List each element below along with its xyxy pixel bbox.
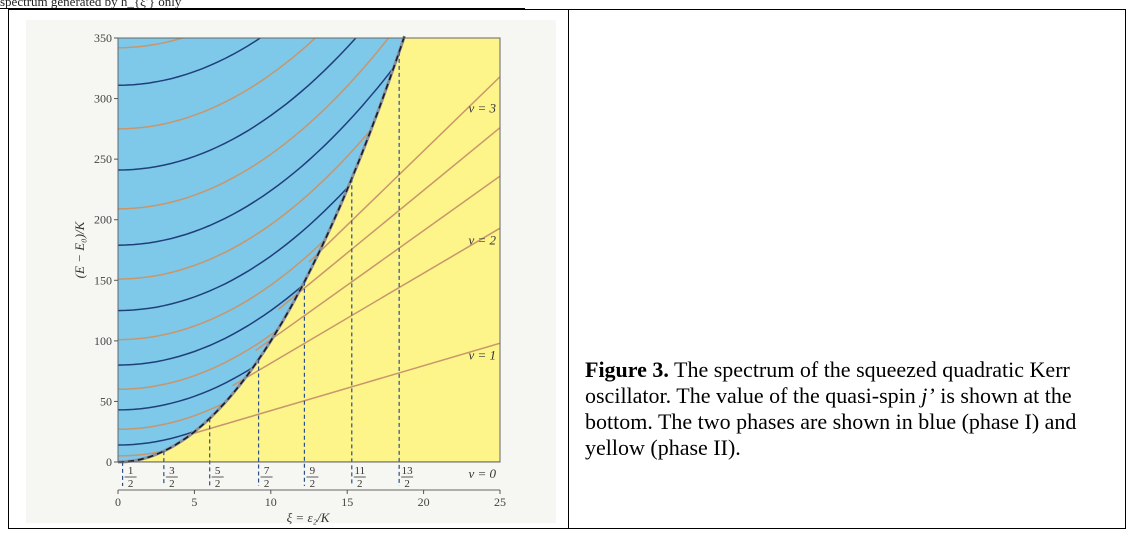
y-tick-label: 0: [106, 455, 112, 469]
caption-text-end: is shown at the bottom. The two phases a…: [585, 383, 1077, 460]
quasi-spin-denominator: 2: [310, 478, 316, 490]
header-rule: [0, 8, 525, 9]
x-tick-label: 5: [191, 495, 197, 509]
caption-label: Figure 3.: [585, 357, 669, 382]
y-tick-label: 250: [94, 152, 112, 166]
phase-I-level-line: [118, 36, 405, 171]
x-tick-label: 20: [418, 495, 430, 509]
phase-II-levels: [118, 76, 500, 462]
x-tick-label: 15: [341, 495, 353, 509]
caption-text-start: The spectrum of the squeezed quadratic K…: [585, 357, 1070, 408]
x-axis-label: ξ = ε₂/K: [287, 510, 331, 525]
figure-table: [8, 9, 1126, 529]
y-tick-label: 150: [94, 273, 112, 287]
phase-II-level-line: [186, 342, 500, 437]
y-tick-label: 50: [100, 394, 112, 408]
v-level-label: v = 2: [468, 232, 496, 247]
quasi-spin-denominator: 2: [215, 478, 221, 490]
quasi-spin-numerator: 1: [128, 465, 134, 477]
figure-caption: Figure 3. The spectrum of the squeezed q…: [585, 357, 1117, 461]
phase-I-level-line: [118, 81, 405, 280]
table-divider: [568, 9, 569, 529]
v-level-label: v = 0: [468, 466, 496, 481]
quasi-spin-numerator: 11: [354, 465, 365, 477]
header-cut-text: spectrum generated by h_{ξ′} only: [0, 0, 182, 9]
phase-I-level-line: [118, 36, 405, 130]
phase-I-level-line: [118, 36, 405, 49]
x-tick-label: 10: [265, 495, 277, 509]
quasi-spin-numerator: 5: [215, 465, 221, 477]
quasi-spin-denominator: 2: [128, 478, 134, 490]
quasi-spin-denominator: 2: [264, 478, 270, 490]
spectrum-chart: v = 0v = 1v = 2v = 3 0501001502002503003…: [26, 20, 556, 525]
y-tick-label: 100: [94, 334, 112, 348]
v-level-label: v = 3: [468, 100, 496, 115]
quasi-spin-denominator: 2: [169, 478, 175, 490]
phase-II-level-line: [232, 227, 500, 387]
phase-I-level-line: [118, 36, 405, 210]
v-level-label: v = 1: [468, 347, 496, 362]
plot-frame: [117, 37, 501, 463]
phase-I-level-line: [118, 47, 405, 246]
phase-II-level-line: [277, 127, 500, 310]
quasi-spin-numerator: 13: [402, 465, 414, 477]
y-tick-label: 350: [94, 31, 112, 45]
quasi-spin-numerator: 7: [264, 465, 270, 477]
caption-quasi-spin: j’: [921, 383, 935, 408]
quasi-spin-numerator: 3: [169, 465, 175, 477]
page-header-fragment: spectrum generated by h_{ξ′} only: [0, 0, 525, 9]
quasi-spin-denominator: 2: [357, 478, 363, 490]
phase-I-level-line: [118, 36, 405, 86]
phase-I-region: [118, 36, 405, 462]
phase-II-level-line: [255, 175, 500, 352]
quasi-spin-numerator: 9: [310, 465, 316, 477]
quasi-spin-denominator: 2: [404, 478, 410, 490]
x-tick-label: 0: [115, 495, 121, 509]
phase-boundary-dashed: [117, 35, 406, 463]
y-tick-label: 300: [94, 92, 112, 106]
y-axis-label: (E − E₀)/K: [72, 220, 87, 278]
phase-II-level-line: [308, 76, 500, 263]
x-tick-label: 25: [494, 495, 506, 509]
y-tick-label: 200: [94, 213, 112, 227]
